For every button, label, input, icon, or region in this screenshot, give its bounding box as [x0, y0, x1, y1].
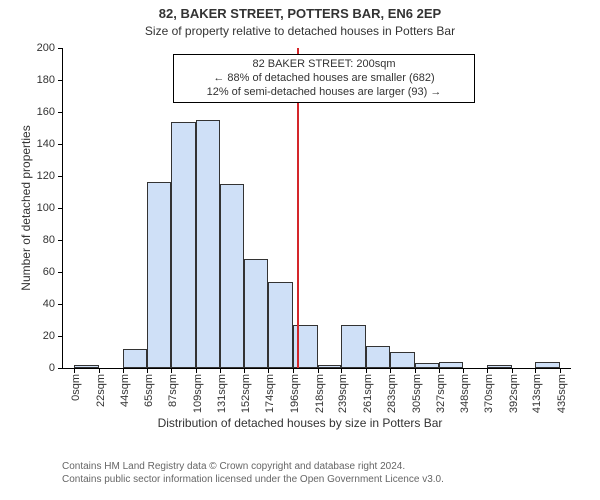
x-tick-label: 239sqm — [337, 374, 349, 413]
histogram-bar — [123, 349, 146, 368]
footer-attribution: Contains HM Land Registry data © Crown c… — [62, 460, 444, 486]
y-tick-label: 60 — [43, 266, 63, 278]
histogram-bar — [244, 259, 269, 368]
y-tick-label: 140 — [37, 138, 63, 150]
x-tick — [439, 368, 440, 373]
footer-line-1: Contains HM Land Registry data © Crown c… — [62, 460, 444, 473]
x-tick — [196, 368, 197, 373]
histogram-bar — [196, 120, 221, 368]
x-tick-label: 65sqm — [143, 374, 155, 407]
annotation-line: 82 BAKER STREET: 200sqm — [180, 58, 468, 72]
x-tick-label: 109sqm — [192, 374, 204, 413]
annotation-line: ← 88% of detached houses are smaller (68… — [180, 72, 468, 86]
x-tick-label: 87sqm — [167, 374, 179, 407]
x-axis-label: Distribution of detached houses by size … — [0, 416, 600, 430]
y-tick-label: 200 — [37, 42, 63, 54]
x-tick-label: 0sqm — [70, 374, 82, 401]
y-tick-label: 120 — [37, 170, 63, 182]
x-tick-label: 152sqm — [240, 374, 252, 413]
histogram-bar — [171, 122, 196, 368]
chart-subtitle: Size of property relative to detached ho… — [0, 24, 600, 38]
y-tick-label: 0 — [49, 362, 63, 374]
histogram-bar — [415, 363, 440, 368]
x-tick-label: 261sqm — [362, 374, 374, 413]
y-tick-label: 160 — [37, 106, 63, 118]
x-tick-label: 392sqm — [508, 374, 520, 413]
y-tick-label: 20 — [43, 330, 63, 342]
annotation-line: 12% of semi-detached houses are larger (… — [180, 86, 468, 100]
x-tick — [171, 368, 172, 373]
x-tick — [74, 368, 75, 373]
x-tick — [366, 368, 367, 373]
x-tick-label: 22sqm — [95, 374, 107, 407]
x-tick-label: 218sqm — [314, 374, 326, 413]
histogram-bar — [487, 365, 512, 368]
x-tick — [390, 368, 391, 373]
x-tick — [512, 368, 513, 373]
x-tick-label: 196sqm — [289, 374, 301, 413]
y-tick-label: 80 — [43, 234, 63, 246]
x-tick-label: 174sqm — [264, 374, 276, 413]
histogram-bar — [220, 184, 243, 368]
x-tick — [463, 368, 464, 373]
x-tick — [487, 368, 488, 373]
histogram-bar — [318, 365, 341, 368]
x-tick-label: 327sqm — [435, 374, 447, 413]
y-tick-label: 100 — [37, 202, 63, 214]
x-tick — [244, 368, 245, 373]
x-tick — [123, 368, 124, 373]
x-tick — [318, 368, 319, 373]
histogram-bar — [535, 362, 560, 368]
y-tick-label: 180 — [37, 74, 63, 86]
x-tick — [535, 368, 536, 373]
x-tick — [341, 368, 342, 373]
footer-line-2: Contains public sector information licen… — [62, 473, 444, 486]
histogram-bar — [439, 362, 462, 368]
x-tick-label: 305sqm — [411, 374, 423, 413]
histogram-bar — [147, 182, 172, 368]
histogram-bar — [341, 325, 366, 368]
x-tick-label: 131sqm — [216, 374, 228, 413]
x-tick-label: 283sqm — [386, 374, 398, 413]
x-tick-label: 44sqm — [119, 374, 131, 407]
x-tick-label: 435sqm — [556, 374, 568, 413]
plot-area: Number of detached properties 0204060801… — [62, 48, 571, 369]
chart-title: 82, BAKER STREET, POTTERS BAR, EN6 2EP — [0, 6, 600, 21]
figure: { "title": { "line1": "82, BAKER STREET,… — [0, 0, 600, 500]
x-tick — [220, 368, 221, 373]
x-tick — [560, 368, 561, 373]
x-tick — [293, 368, 294, 373]
histogram-bar — [366, 346, 391, 368]
histogram-bar — [390, 352, 415, 368]
x-tick-label: 370sqm — [483, 374, 495, 413]
x-tick — [268, 368, 269, 373]
annotation-box: 82 BAKER STREET: 200sqm← 88% of detached… — [173, 54, 475, 103]
y-axis-label: Number of detached properties — [19, 125, 33, 290]
x-tick-label: 413sqm — [531, 374, 543, 413]
histogram-bar — [74, 365, 99, 368]
x-tick — [99, 368, 100, 373]
x-tick — [415, 368, 416, 373]
y-tick-label: 40 — [43, 298, 63, 310]
x-tick-label: 348sqm — [459, 374, 471, 413]
histogram-bar — [268, 282, 293, 368]
x-tick — [147, 368, 148, 373]
